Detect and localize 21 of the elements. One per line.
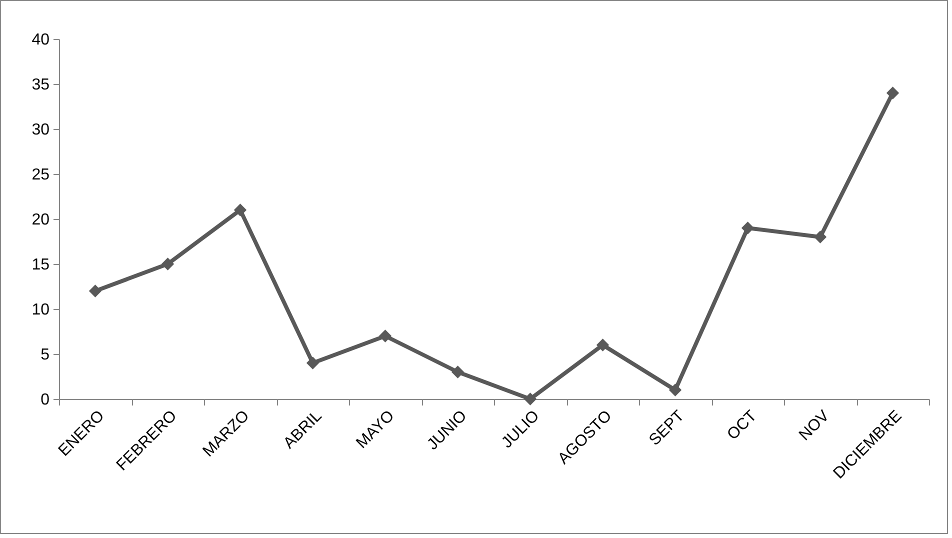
y-tick-label: 0 [40,392,50,408]
point [306,356,320,370]
y-tick-label: 40 [32,32,50,48]
y-tick-label: 30 [32,122,50,138]
y-tick-label: 15 [32,256,50,274]
point [161,258,174,270]
y-tick-label: 10 [32,302,50,318]
y-tick-label: 20 [32,212,50,228]
point [596,338,610,352]
point [741,222,754,234]
point [451,366,464,378]
point [814,230,827,244]
point [378,330,392,342]
point [668,384,682,396]
point [88,284,102,298]
y-tick-label: 5 [40,346,50,364]
y-tick-label: 25 [32,166,50,184]
point [886,86,900,100]
point [234,204,247,216]
y-tick-label: 35 [32,76,50,94]
point [524,392,537,406]
